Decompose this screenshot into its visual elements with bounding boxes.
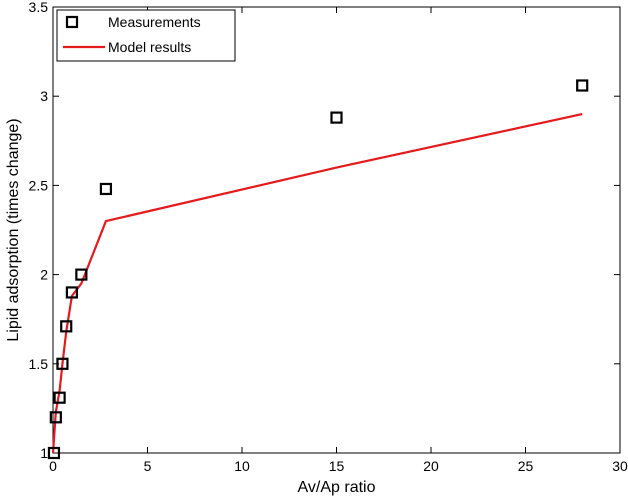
model-results-series	[51, 112, 583, 454]
y-axis-label: Lipid adsorption (times change)	[5, 118, 22, 341]
y-tick-label: 1.5	[29, 356, 49, 372]
x-tick-label: 30	[612, 458, 628, 474]
measurement-point	[60, 320, 73, 333]
legend-measurements-label: Measurements	[108, 14, 201, 30]
measurement-point	[65, 286, 79, 299]
y-tick-label: 2	[40, 267, 48, 283]
measurements-series	[47, 79, 589, 460]
x-tick-label: 15	[329, 458, 345, 474]
model-results-line	[51, 112, 583, 454]
plot-area	[52, 6, 621, 454]
legend-measurements-marker	[65, 15, 79, 29]
legend-box	[56, 9, 236, 62]
y-tick-label: 2.5	[29, 177, 49, 193]
y-tick-label: 1	[40, 445, 48, 461]
y-tick-label: 3	[40, 88, 48, 104]
measurement-point	[47, 446, 61, 460]
axis-ticks	[52, 6, 621, 454]
y-tick-label: 3.5	[29, 0, 49, 15]
x-tick-label: 5	[144, 458, 152, 474]
x-tick-label: 10	[234, 458, 250, 474]
measurement-point	[330, 111, 343, 124]
legend-model-label: Model results	[108, 39, 191, 55]
measurement-point	[53, 391, 66, 404]
x-tick-label: 0	[49, 458, 57, 474]
measurement-point	[99, 182, 113, 196]
x-axis-label: Av/Ap ratio	[298, 479, 376, 496]
x-tick-label: 25	[518, 458, 534, 474]
axis-tick-labels: 0 5 10 15 20 25 30 1 1.5 2 2.5 3 3.5	[29, 0, 628, 474]
measurement-point	[75, 268, 88, 281]
legend: Measurements Model results	[56, 9, 236, 62]
measurement-point	[576, 79, 589, 92]
x-tick-label: 20	[423, 458, 439, 474]
measurement-point	[56, 357, 69, 370]
measurement-point	[49, 411, 62, 424]
